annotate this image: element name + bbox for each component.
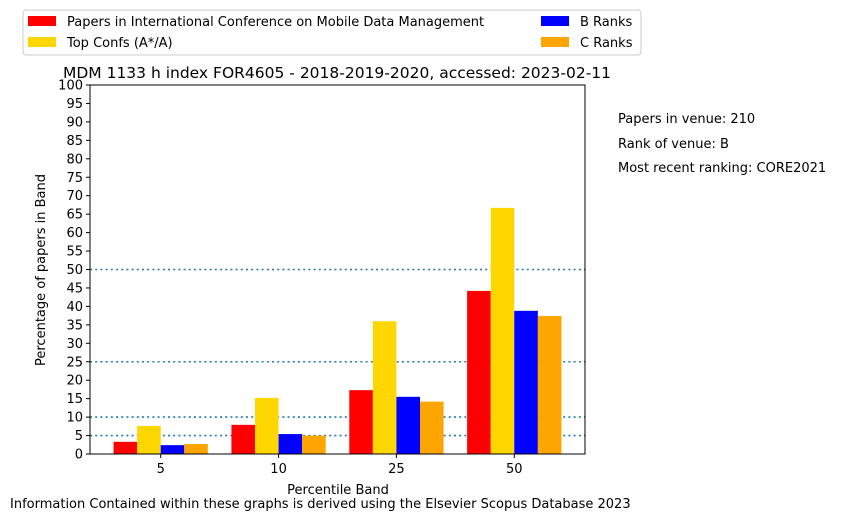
bar-1-50 [467,290,491,454]
bar-3-10 [278,434,303,454]
bar-3-50 [514,310,538,454]
y-tick-label-10: 10 [66,411,83,426]
y-tick-label-95: 95 [66,97,83,112]
y-tick-label-20: 20 [66,374,83,389]
x-tick-label-25: 25 [388,462,405,477]
y-tick-label-55: 55 [66,245,83,260]
y-tick-label-25: 25 [66,355,83,370]
x-tick-label-10: 10 [270,462,287,477]
most-recent-ranking-text: Most recent ranking: CORE2021 [618,161,826,176]
bar-2-10 [255,397,279,454]
y-tick-label-65: 65 [66,208,83,223]
y-tick-label-85: 85 [66,134,83,149]
y-tick-label-50: 50 [66,263,83,278]
y-tick-label-80: 80 [66,152,83,167]
bar-1-25 [349,390,373,454]
y-tick-label-45: 45 [66,281,83,296]
y-tick-label-15: 15 [66,392,83,407]
side-info: Papers in venue: 210 Rank of venue: B Mo… [618,112,826,176]
x-tick-label-50: 50 [506,462,523,477]
legend-swatch-2 [28,37,56,47]
y-tick-label-100: 100 [58,79,83,94]
y-tick-label-40: 40 [66,300,83,315]
bar-2-50 [490,207,515,454]
legend-swatch-4 [541,37,569,47]
y-axis-label: Percentage of papers in Band [34,174,49,366]
bar-2-5 [137,425,161,454]
y-tick-label-30: 30 [66,337,83,352]
legend-label-1: Papers in International Conference on Mo… [67,15,484,30]
legend-swatch-1 [28,16,56,26]
legend-label-3: B Ranks [580,15,633,30]
bar-2-25 [372,321,397,454]
y-tick-label-35: 35 [66,318,83,333]
bar-1-10 [231,424,255,454]
legend-label-2: Top Confs (A*/A) [66,36,173,51]
bar-1-5 [113,441,138,454]
y-tick-label-75: 75 [66,171,83,186]
bar-3-5 [160,445,185,454]
bar-4-10 [302,435,326,454]
papers-in-venue-text: Papers in venue: 210 [618,112,755,127]
legend-frame [22,9,642,56]
legend-label-4: C Ranks [580,36,633,51]
bar-4-25 [420,401,444,454]
y-tick-label-0: 0 [75,448,83,463]
y-tick-label-60: 60 [66,226,83,241]
rank-of-venue-text: Rank of venue: B [618,137,729,152]
x-axis-label: Percentile Band [287,483,389,498]
legend: Papers in International Conference on Mo… [22,9,642,56]
bar-4-50 [537,315,562,454]
x-tick-label-5: 5 [157,462,165,477]
y-tick-label-5: 5 [75,429,83,444]
plot-area: 0 5 10 15 20 25 30 35 40 45 50 55 60 65 70 75 80 85 90 95 10… [58,79,586,477]
bar-4-5 [184,444,208,454]
footer-note: Information Contained within these graph… [10,497,631,512]
legend-swatch-3 [541,16,569,26]
y-tick-label-90: 90 [66,115,83,130]
y-tick-label-70: 70 [66,189,83,204]
chart-title: MDM 1133 h index FOR4605 - 2018-2019-202… [63,64,611,82]
bar-3-25 [396,396,420,454]
